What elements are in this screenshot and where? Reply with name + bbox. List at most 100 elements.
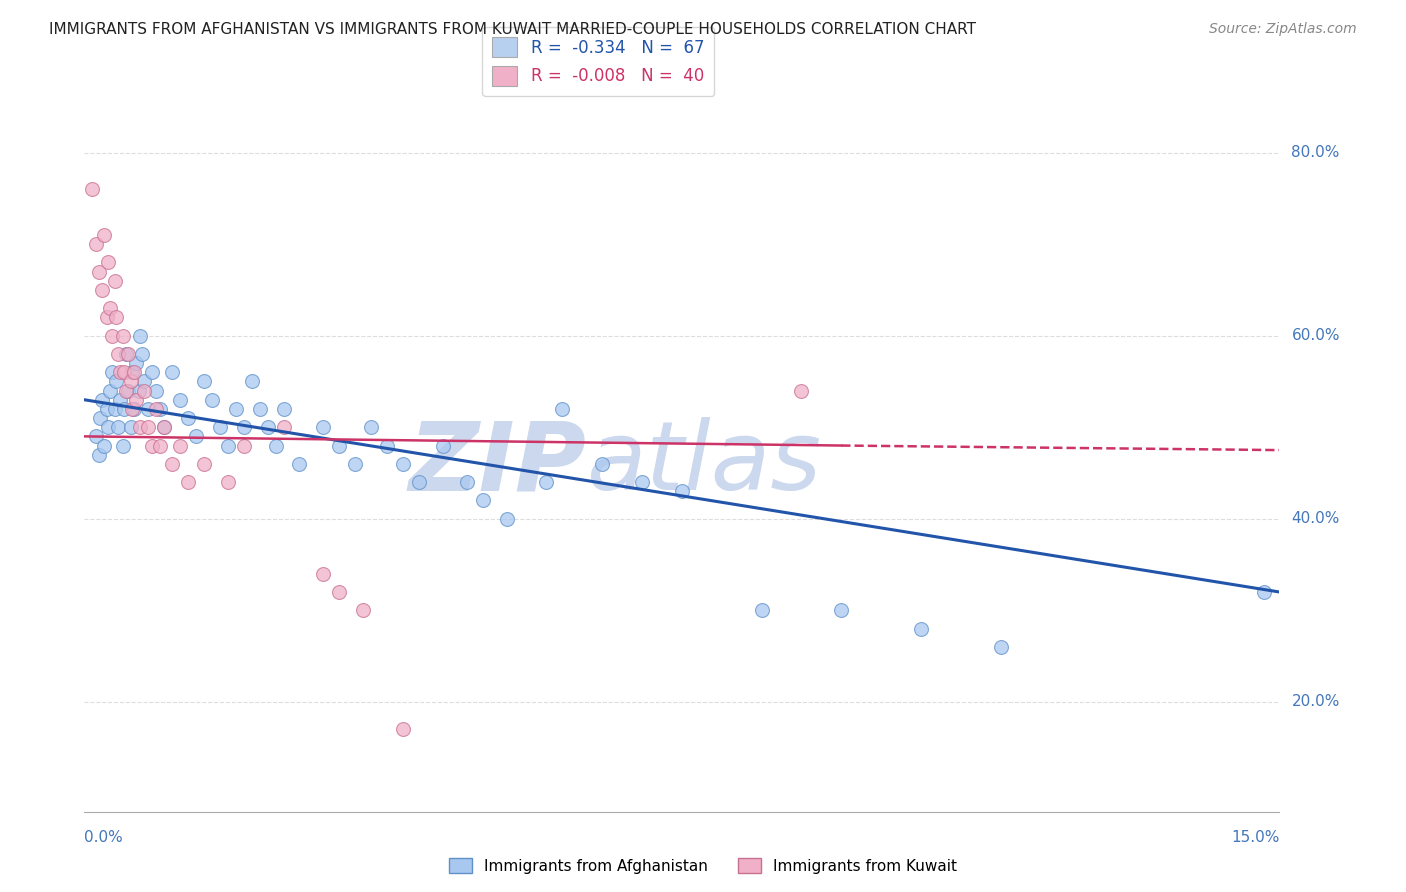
Point <box>141 365 163 379</box>
Point <box>129 328 152 343</box>
Point <box>98 301 121 316</box>
Point <box>288 457 311 471</box>
Text: 40.0%: 40.0% <box>1292 511 1340 526</box>
Point <box>117 384 139 398</box>
Point <box>910 622 932 636</box>
Point <box>114 347 136 361</box>
Point <box>160 365 183 379</box>
Point <box>240 375 263 389</box>
Point <box>122 365 145 379</box>
Point <box>790 384 813 398</box>
Point <box>97 420 120 434</box>
Point <box>551 401 574 416</box>
Point <box>90 392 112 407</box>
Text: atlas: atlas <box>586 417 821 510</box>
Point <box>1253 585 1275 599</box>
Point <box>89 411 111 425</box>
Point <box>149 438 172 452</box>
Point <box>360 420 382 434</box>
Point <box>129 420 152 434</box>
Point <box>232 420 254 434</box>
Point <box>98 384 121 398</box>
Legend: Immigrants from Afghanistan, Immigrants from Kuwait: Immigrants from Afghanistan, Immigrants … <box>443 852 963 880</box>
Point <box>184 429 207 443</box>
Point <box>114 384 136 398</box>
Text: ZIP: ZIP <box>408 417 586 510</box>
Point <box>145 384 167 398</box>
Point <box>110 392 132 407</box>
Point <box>471 493 494 508</box>
Point <box>153 420 176 434</box>
Point <box>121 401 143 416</box>
Point <box>392 457 415 471</box>
Point <box>751 603 773 617</box>
Point <box>217 438 239 452</box>
Point <box>125 392 148 407</box>
Point <box>495 512 517 526</box>
Point <box>273 401 295 416</box>
Point <box>104 274 127 288</box>
Point <box>132 375 156 389</box>
Point <box>110 365 132 379</box>
Point <box>375 438 398 452</box>
Point <box>225 401 247 416</box>
Point <box>169 392 191 407</box>
Text: Source: ZipAtlas.com: Source: ZipAtlas.com <box>1209 22 1357 37</box>
Point <box>96 401 118 416</box>
Point <box>256 420 278 434</box>
Point <box>432 438 454 452</box>
Point <box>312 566 335 581</box>
Point <box>97 255 120 269</box>
Point <box>136 420 159 434</box>
Point <box>112 401 135 416</box>
Point <box>120 420 142 434</box>
Point <box>208 420 231 434</box>
Point <box>149 401 172 416</box>
Point <box>132 384 156 398</box>
Point <box>456 475 478 490</box>
Point <box>141 438 163 452</box>
Point <box>93 227 115 242</box>
Point <box>193 457 215 471</box>
Point <box>671 484 693 499</box>
Point <box>101 328 124 343</box>
Point <box>121 365 143 379</box>
Point <box>111 438 134 452</box>
Point <box>117 347 139 361</box>
Point <box>273 420 295 434</box>
Point <box>131 347 153 361</box>
Point <box>96 310 118 325</box>
Point <box>120 375 142 389</box>
Point <box>591 457 613 471</box>
Text: IMMIGRANTS FROM AFGHANISTAN VS IMMIGRANTS FROM KUWAIT MARRIED-COUPLE HOUSEHOLDS : IMMIGRANTS FROM AFGHANISTAN VS IMMIGRANT… <box>49 22 976 37</box>
Point <box>408 475 430 490</box>
Point <box>193 375 215 389</box>
Point <box>352 603 374 617</box>
Point <box>111 328 134 343</box>
Point <box>86 237 108 252</box>
Point <box>107 347 129 361</box>
Point <box>328 585 350 599</box>
Point <box>122 401 145 416</box>
Point <box>217 475 239 490</box>
Point <box>125 356 148 370</box>
Point <box>160 457 183 471</box>
Point <box>344 457 367 471</box>
Point <box>90 283 112 297</box>
Point <box>105 310 128 325</box>
Text: 60.0%: 60.0% <box>1292 328 1340 343</box>
Point <box>87 448 110 462</box>
Point <box>232 438 254 452</box>
Point <box>93 438 115 452</box>
Text: 80.0%: 80.0% <box>1292 145 1340 160</box>
Text: 20.0%: 20.0% <box>1292 694 1340 709</box>
Point <box>264 438 287 452</box>
Point <box>136 401 159 416</box>
Point <box>169 438 191 452</box>
Point <box>328 438 350 452</box>
Point <box>128 384 150 398</box>
Point <box>177 411 200 425</box>
Point <box>87 264 110 278</box>
Point <box>105 375 128 389</box>
Point <box>104 401 127 416</box>
